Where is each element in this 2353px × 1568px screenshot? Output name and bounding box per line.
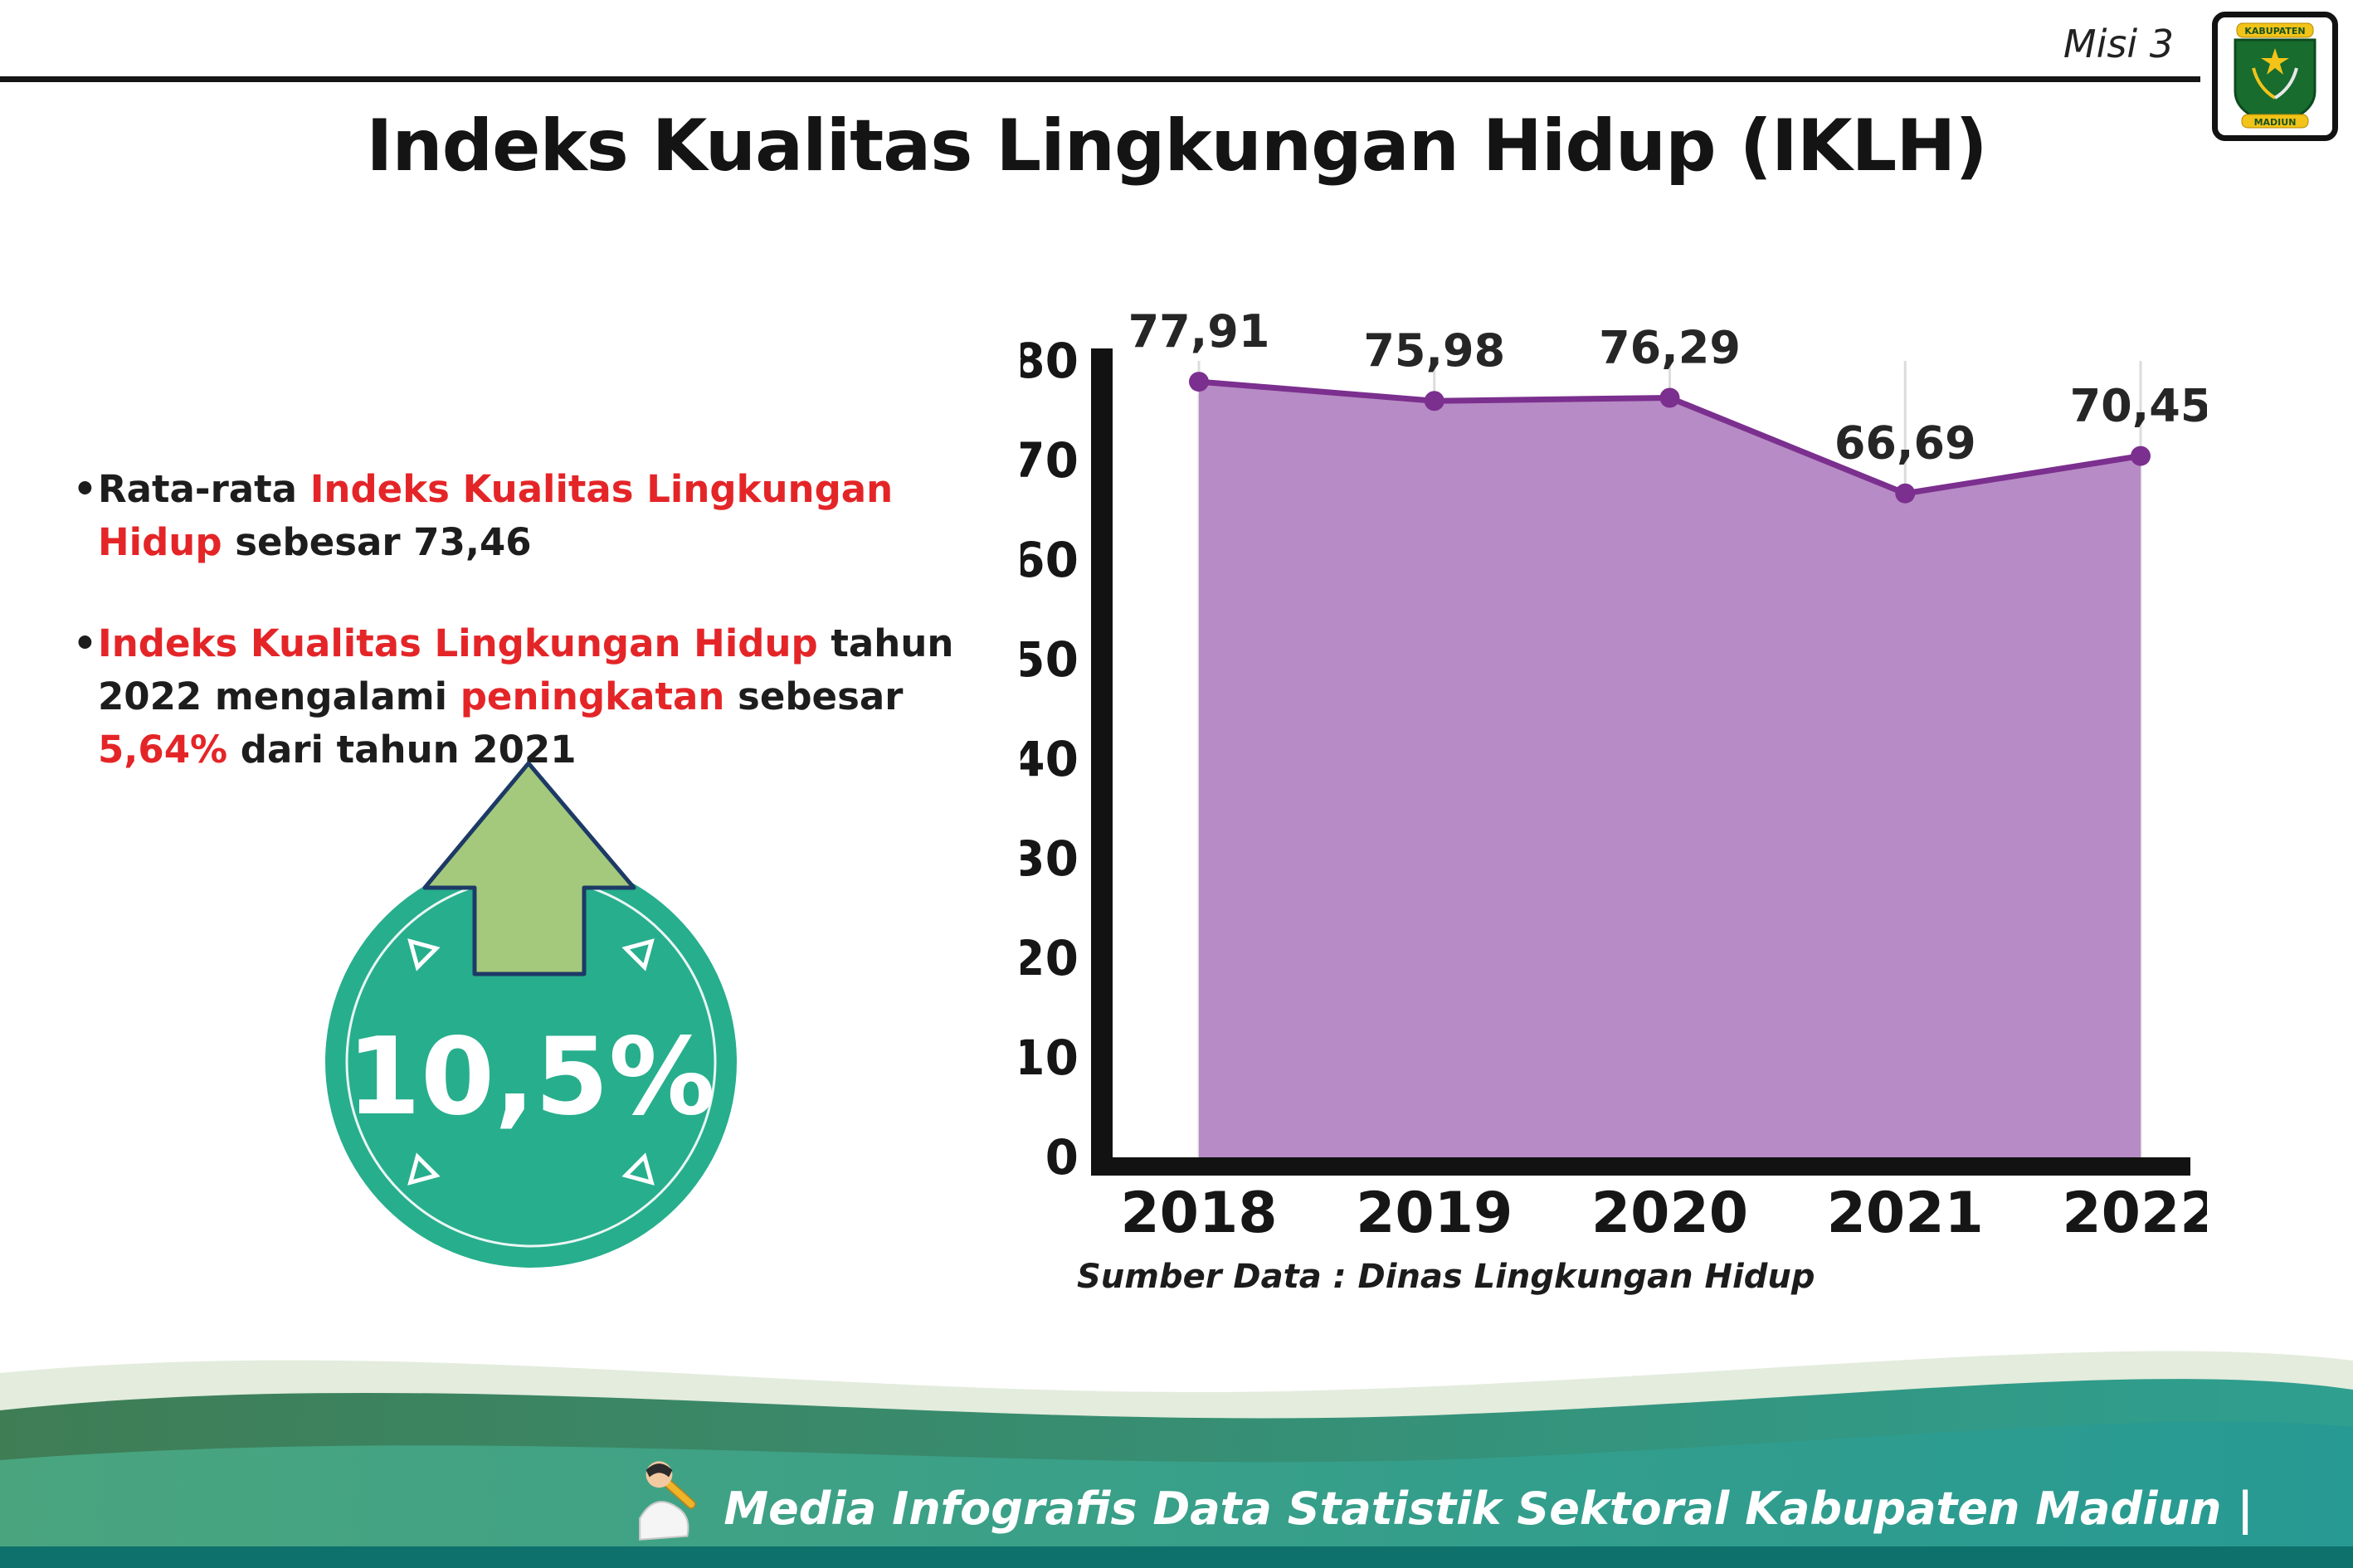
logo-top-text: KABUPATEN [2244,26,2305,37]
data-point [2131,446,2151,466]
y-tick-label: 30 [1021,830,1079,887]
y-tick-label: 60 [1021,532,1079,588]
footer-waves [0,1351,2353,1568]
y-tick-label: 50 [1021,631,1079,688]
bullet-item: • Indeks Kualitas Lingkungan Hidup tahun … [73,621,954,772]
source-note: Sumber Data : Dinas Lingkungan Hidup [1077,1258,1815,1296]
up-arrow-icon [422,761,636,976]
footer: Media Infografis Data Statistik Sektoral… [627,1455,2253,1543]
area-fill [1199,382,2141,1157]
value-label: 76,29 [1599,322,1741,374]
y-tick-label: 40 [1021,731,1079,787]
badge-tick-ne [621,938,655,971]
x-axis [1091,1157,2190,1176]
summary-bullets: • Rata-rata Indeks Kualitas Lingkungan Hi… [73,463,977,824]
misi-label: Misi 3 [2063,22,2174,66]
badge-tick-nw [407,938,441,971]
badge-tick-sw [407,1152,441,1186]
header-divider [0,76,2200,82]
x-tick-label: 2018 [1120,1181,1277,1246]
wave-teal [0,1421,2353,1568]
kabupaten-madiun-logo: KABUPATEN MADIUN [2212,12,2338,141]
x-tick-label: 2021 [1827,1181,1984,1246]
y-tick-label: 10 [1021,1030,1079,1086]
crest-icon: KABUPATEN MADIUN [2234,22,2316,129]
page-title: Indeks Kualitas Lingkungan Hidup (IKLH) [366,105,1987,187]
data-point [1895,483,1916,504]
y-tick-label: 20 [1021,930,1079,986]
badge-value: 10,5% [347,1015,715,1139]
data-point [1424,391,1444,411]
increase-badge: 10,5% [325,761,737,1268]
iklh-area-chart: 0 10 20 30 40 50 60 70 80 2018 2019 2020 2021 2022 77,… [1011,286,2219,1315]
x-tick-label: 2019 [1356,1181,1513,1246]
area-chart-canvas: 0 10 20 30 40 50 60 70 80 2018 2019 2020 2021 2022 77,… [1011,305,2219,1246]
value-label: 75,98 [1363,324,1505,377]
bullet-item: • Rata-rata Indeks Kualitas Lingkungan Hi… [73,467,894,564]
y-tick-label: 70 [1021,432,1079,489]
footer-caption: Media Infografis Data Statistik Sektoral… [723,1483,2253,1535]
data-point [1659,387,1680,408]
y-tick-label: 80 [1021,333,1079,389]
badge-tick-se [621,1152,655,1186]
mascot-icon [639,1461,697,1541]
y-axis [1091,348,1113,1176]
footer-strip [0,1546,2353,1568]
value-label: 66,69 [1834,417,1976,470]
y-tick-label: 0 [1045,1129,1079,1186]
value-label: 70,45 [2070,380,2207,432]
x-tick-label: 2022 [2062,1181,2207,1246]
x-tick-label: 2020 [1591,1181,1748,1246]
value-label: 77,91 [1128,305,1270,358]
logo-bottom-text: MADIUN [2254,117,2297,128]
data-point [1189,372,1209,392]
